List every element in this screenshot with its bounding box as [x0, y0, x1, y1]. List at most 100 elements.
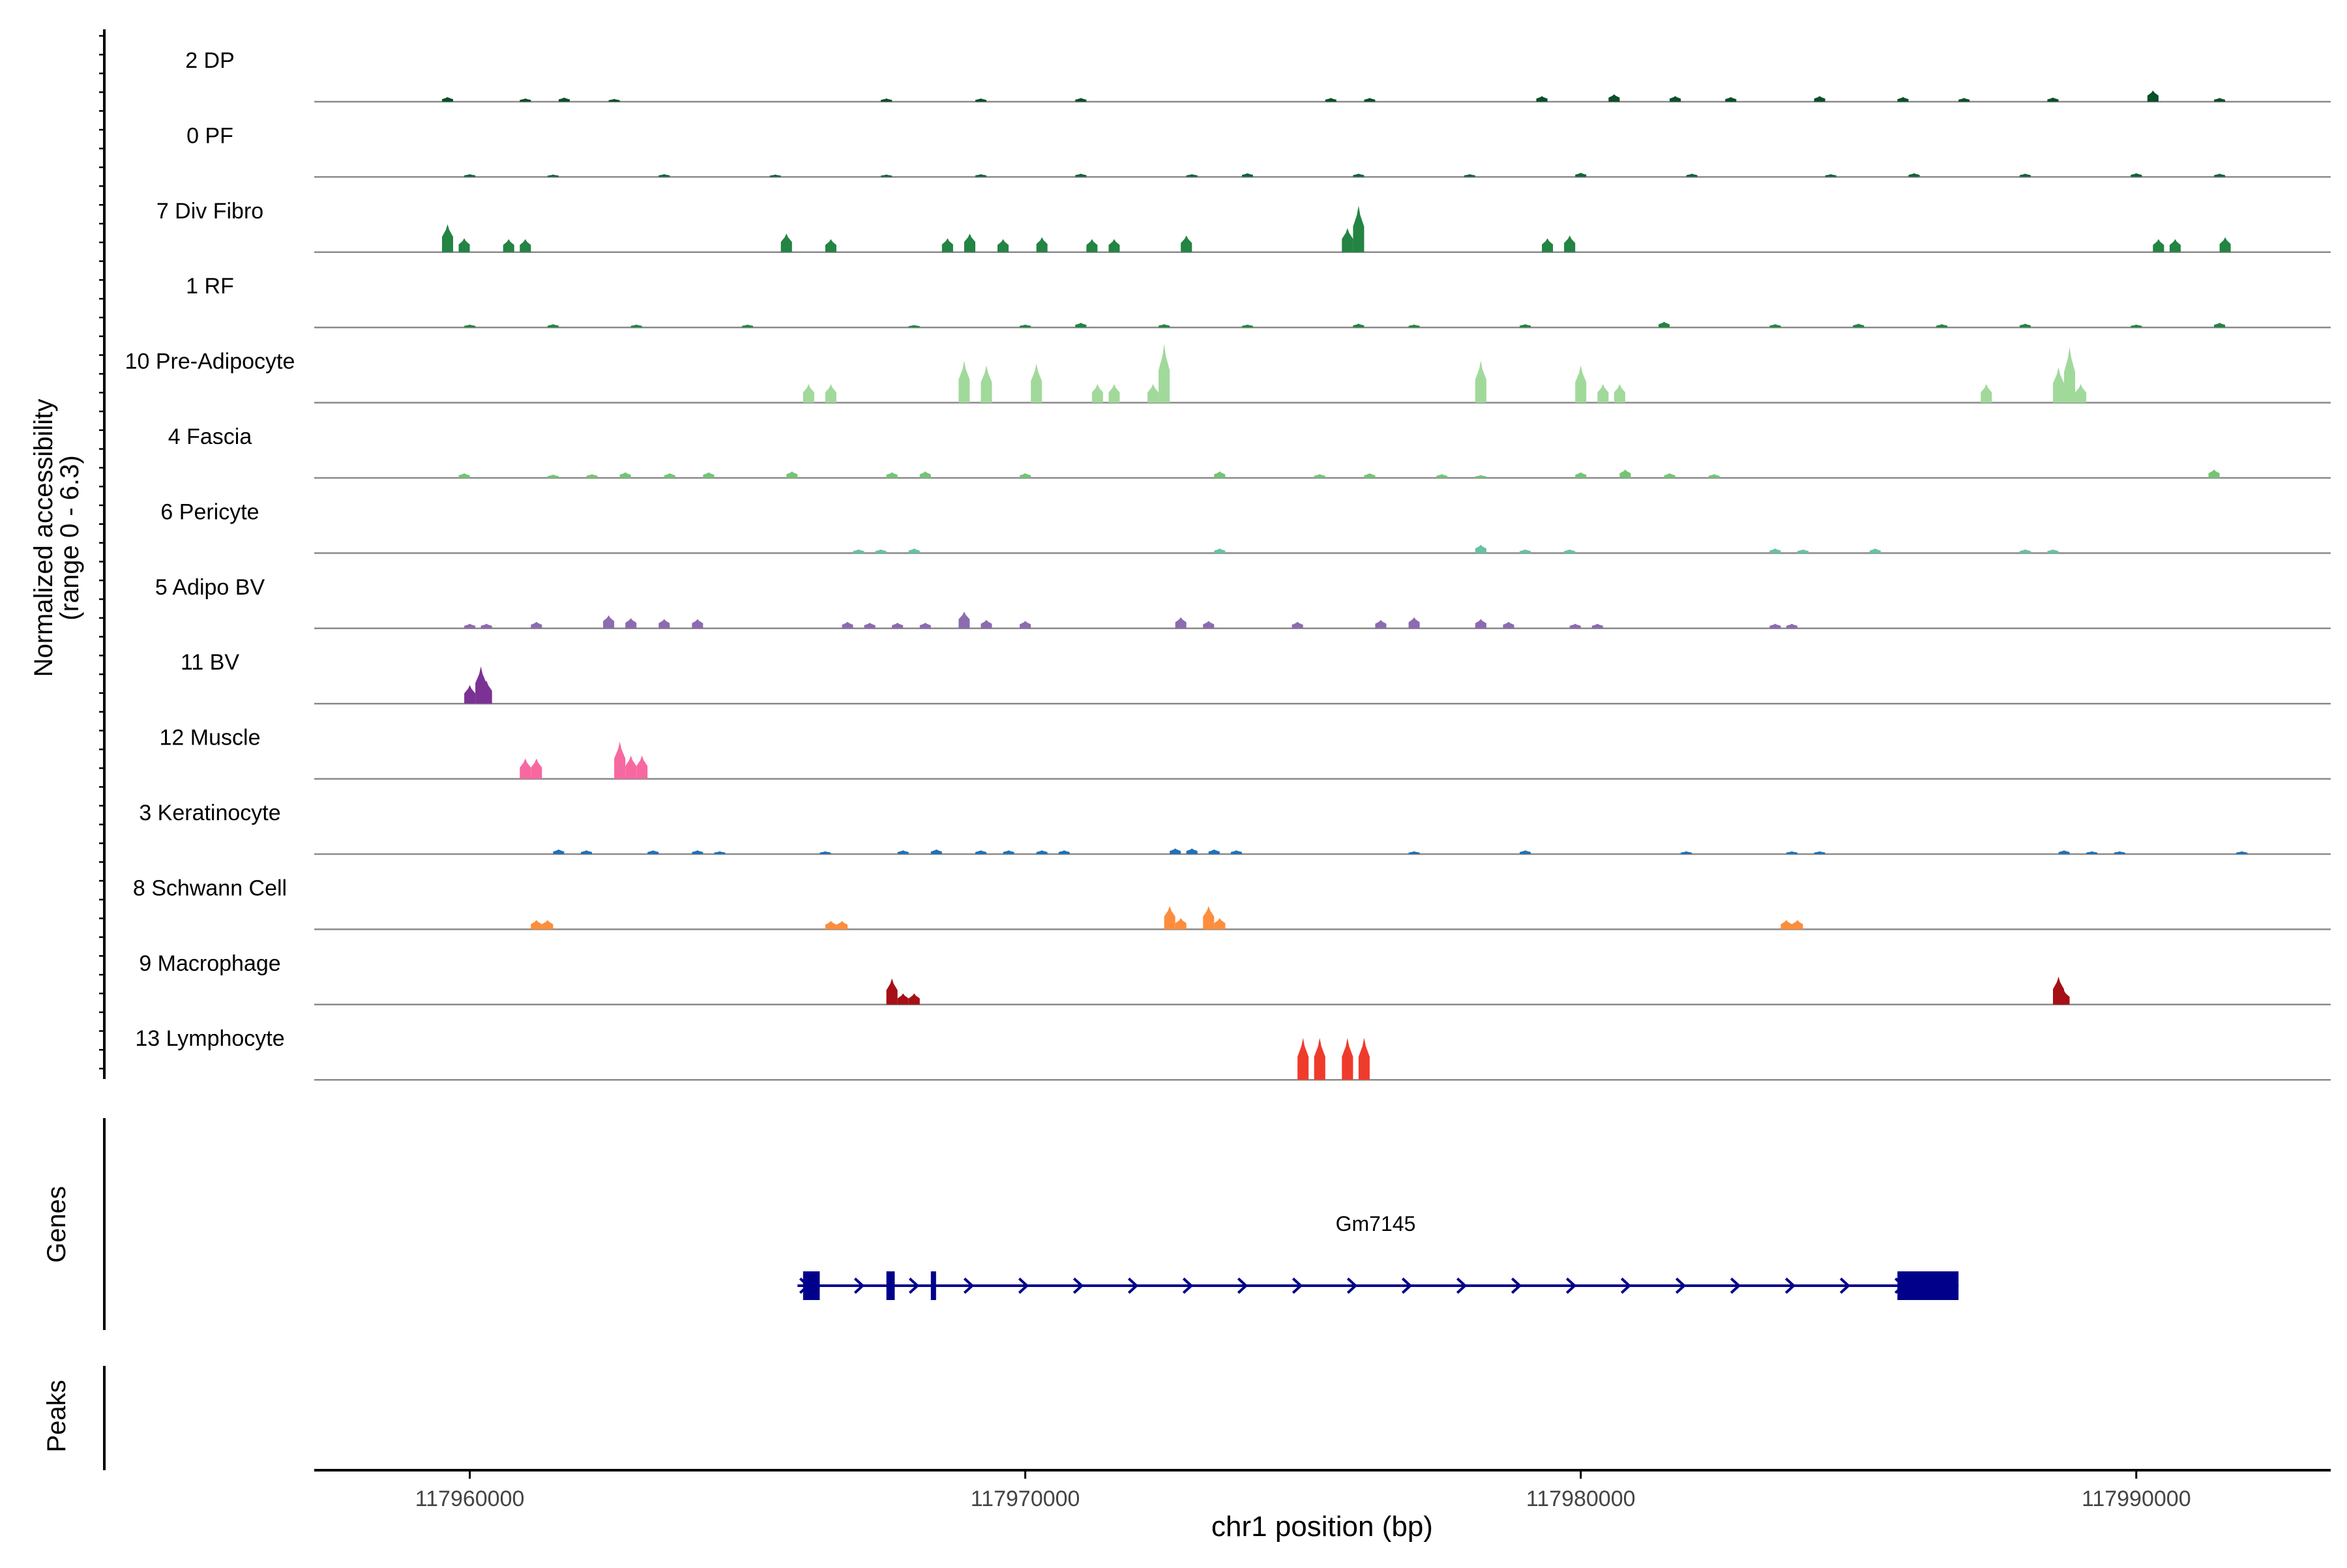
coverage-peak: [1908, 173, 1920, 177]
coverage-tracks: 2 DP 0 PF 7 Div Fibro 1 RF 10 Pre-Adipocyte 4…: [125, 48, 2331, 1081]
coverage-peak: [1353, 205, 1365, 252]
x-tick-label: 117970000: [971, 1487, 1080, 1511]
coverage-peak: [1159, 324, 1170, 328]
strand-arrow: [853, 1277, 865, 1294]
coverage-peak: [1108, 239, 1120, 252]
coverage-peak: [2019, 549, 2031, 554]
coverage-peak: [1503, 621, 1514, 629]
track-label: 2 DP: [185, 48, 235, 73]
coverage-peak: [2214, 323, 2226, 328]
coverage-peak: [1564, 549, 1576, 554]
coverage-peak: [2075, 384, 2087, 403]
coverage-peak: [742, 324, 754, 328]
coverage-peak: [714, 851, 726, 854]
coverage-peak: [2019, 173, 2031, 177]
coverage-peak: [520, 758, 531, 779]
coverage-peak: [1203, 621, 1215, 629]
coverage-peak: [1214, 548, 1226, 554]
coverage-peak: [480, 623, 492, 629]
coverage-peak: [975, 98, 986, 102]
coverage-peak: [1786, 851, 1797, 854]
track-label: 12 Muscle: [160, 726, 261, 750]
coverage-peak: [1031, 363, 1042, 403]
coverage-peak: [2219, 237, 2231, 252]
coverage-peak: [1520, 324, 1531, 328]
coverage-peak: [1536, 96, 1548, 102]
coverage-peak: [2047, 549, 2059, 554]
coverage-peak: [919, 623, 931, 629]
coverage-peak: [842, 621, 853, 629]
coverage-peak: [603, 615, 615, 629]
coverage-peak: [1664, 473, 1675, 478]
coverage-peak: [908, 993, 920, 1005]
coverage-peak: [520, 98, 531, 102]
coverage-peak: [1786, 623, 1797, 629]
coverage-peak: [1608, 94, 1620, 102]
coverage-peak: [825, 921, 836, 930]
coverage-peak: [1825, 174, 1837, 177]
coverage-peak: [1659, 321, 1670, 328]
coverage-peak: [1214, 918, 1226, 930]
coverage-peak: [997, 239, 1009, 252]
coverage-peak: [1475, 475, 1486, 478]
coverage-peak: [2169, 239, 2181, 252]
x-axis-title: chr1 position (bp): [1211, 1511, 1433, 1543]
coverage-peak: [981, 619, 992, 629]
coverage-peak: [958, 361, 970, 403]
coverage-peak: [1075, 173, 1087, 177]
gene-exon: [803, 1271, 820, 1300]
coverage-peak: [442, 96, 453, 102]
coverage-peak: [1364, 473, 1376, 478]
coverage-peak: [630, 324, 642, 328]
coverage-peak: [1170, 848, 1181, 854]
coverage-peak: [1186, 848, 1198, 854]
coverage-peak: [581, 850, 592, 854]
strand-arrow: [1127, 1277, 1139, 1294]
strand-arrow: [908, 1277, 920, 1294]
coverage-peak: [1314, 1037, 1325, 1080]
coverage-peak: [1897, 96, 1909, 102]
coverage-peak: [975, 850, 986, 854]
coverage-peak: [1020, 621, 1031, 629]
coverage-peak: [1958, 98, 1970, 102]
coverage-peak: [2214, 173, 2226, 177]
coverage-peak: [1175, 918, 1187, 930]
coverage-peak: [908, 548, 920, 554]
x-axis-ticks: 117960000 117970000 117980000 117990000: [415, 1470, 2191, 1511]
strand-arrow: [1839, 1277, 1851, 1294]
coverage-peak: [1681, 851, 1692, 854]
coverage-peak: [1575, 472, 1587, 478]
coverage-peak: [625, 618, 637, 629]
x-tick-label: 117990000: [2082, 1487, 2191, 1511]
coverage-peak: [1292, 621, 1303, 629]
strand-arrow: [1730, 1277, 1741, 1294]
coverage-peak: [1208, 849, 1220, 854]
coverage-peak: [503, 239, 514, 252]
coverage-peak: [442, 224, 453, 252]
accessibility-y-axis: [99, 29, 106, 1079]
coverage-peak: [1814, 851, 1825, 854]
strand-arrow: [963, 1277, 975, 1294]
gene-exon: [930, 1271, 936, 1300]
track-label: 4 Fascia: [168, 424, 252, 449]
track-5-adipo-bv: 5 Adipo BV: [155, 575, 2331, 630]
coverage-peak: [1464, 174, 1475, 177]
strand-arrow: [1018, 1277, 1029, 1294]
coverage-peak: [547, 324, 559, 328]
coverage-peak: [1230, 850, 1242, 854]
coverage-peak: [958, 612, 970, 629]
coverage-peak: [520, 239, 531, 252]
coverage-peak: [819, 851, 831, 854]
coverage-peak: [2147, 90, 2159, 102]
coverage-peak: [1214, 471, 1226, 478]
coverage-peak: [825, 384, 836, 403]
track-label: 9 Macrophage: [139, 951, 280, 976]
coverage-peak: [1003, 850, 1014, 854]
track-7-div-fibro: 7 Div Fibro: [156, 199, 2331, 254]
coverage-peak: [1520, 850, 1531, 854]
track-10-pre-adipocyte: 10 Pre-Adipocyte: [125, 344, 2331, 404]
coverage-peak: [608, 98, 620, 102]
y-axis-range-label: (range 0 - 6.3): [55, 455, 84, 620]
coverage-peak: [981, 365, 992, 403]
coverage-peak: [586, 474, 598, 478]
